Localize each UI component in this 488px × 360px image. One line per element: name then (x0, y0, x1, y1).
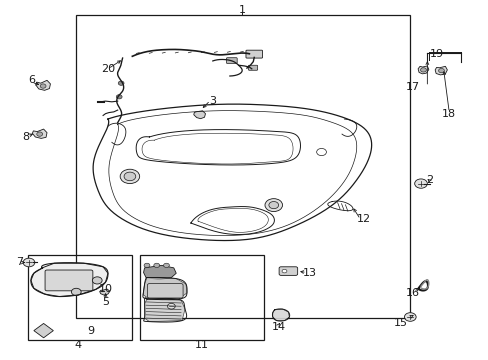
Text: 2: 2 (426, 175, 432, 185)
Text: 8: 8 (22, 132, 30, 142)
Text: 20: 20 (101, 64, 115, 74)
Polygon shape (34, 323, 53, 338)
Circle shape (420, 68, 426, 72)
Circle shape (414, 179, 427, 188)
Text: 15: 15 (393, 319, 407, 328)
FancyBboxPatch shape (245, 50, 262, 58)
Polygon shape (193, 111, 205, 119)
Text: 12: 12 (356, 215, 370, 224)
Circle shape (438, 68, 444, 73)
Bar (27, 255, 132, 339)
Polygon shape (143, 265, 176, 280)
Circle shape (118, 81, 124, 85)
Circle shape (167, 303, 175, 309)
Polygon shape (417, 66, 428, 74)
Circle shape (268, 202, 278, 209)
Text: 6: 6 (28, 75, 35, 85)
FancyBboxPatch shape (226, 58, 237, 63)
Circle shape (116, 95, 122, 99)
Text: 5: 5 (102, 297, 109, 307)
Polygon shape (143, 278, 186, 299)
Text: 11: 11 (195, 340, 209, 350)
Polygon shape (100, 289, 110, 295)
Text: 16: 16 (405, 288, 419, 298)
Text: 19: 19 (429, 49, 443, 59)
Text: 18: 18 (441, 109, 455, 119)
Polygon shape (32, 129, 47, 138)
Circle shape (40, 84, 46, 88)
Circle shape (71, 288, 81, 296)
Bar (76, 15, 409, 318)
Circle shape (264, 199, 282, 212)
FancyBboxPatch shape (248, 65, 257, 70)
FancyBboxPatch shape (147, 284, 183, 298)
Text: 9: 9 (87, 325, 94, 336)
Circle shape (124, 172, 136, 181)
Text: 17: 17 (405, 82, 419, 92)
Polygon shape (144, 299, 184, 321)
Text: 3: 3 (209, 96, 216, 106)
Circle shape (144, 263, 150, 267)
Circle shape (404, 313, 415, 321)
Circle shape (316, 148, 326, 156)
Text: 13: 13 (303, 268, 317, 278)
Text: 10: 10 (98, 284, 112, 294)
Bar (140, 255, 264, 339)
Circle shape (120, 169, 140, 184)
Circle shape (282, 269, 286, 273)
Circle shape (154, 263, 159, 267)
Text: 1: 1 (238, 5, 245, 15)
FancyBboxPatch shape (45, 270, 93, 291)
Circle shape (163, 263, 169, 267)
FancyBboxPatch shape (279, 267, 297, 275)
Text: 4: 4 (74, 340, 81, 350)
Text: 7: 7 (16, 257, 23, 267)
Text: 14: 14 (271, 322, 285, 332)
Polygon shape (36, 80, 50, 90)
Circle shape (23, 258, 35, 267)
Circle shape (92, 277, 102, 284)
Polygon shape (272, 309, 289, 320)
Polygon shape (434, 66, 447, 75)
Circle shape (37, 132, 42, 136)
Polygon shape (31, 263, 108, 297)
